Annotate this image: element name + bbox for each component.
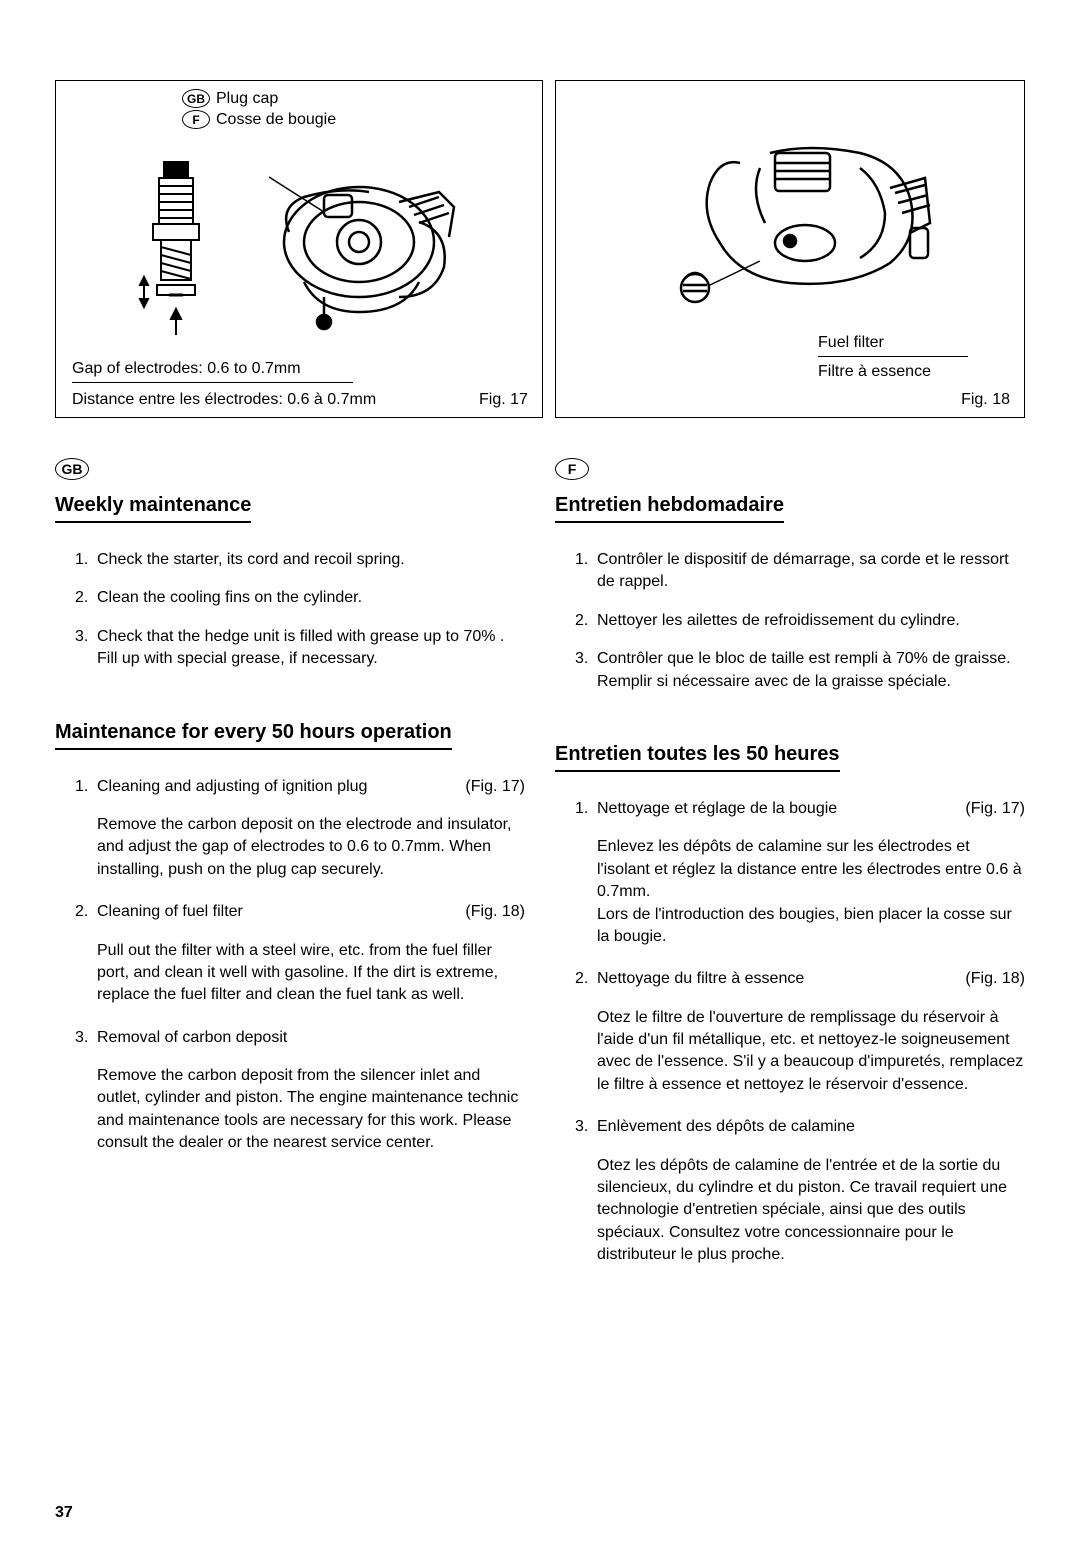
fr-fifty-title: Entretien toutes les 50 heures — [555, 743, 840, 772]
figure-17-box: GB Plug cap F Cosse de bougie — [55, 80, 543, 418]
gb-fifty-title: Maintenance for every 50 hours operation — [55, 721, 452, 750]
gb-weekly-2: Clean the cooling fins on the cylinder. — [97, 587, 525, 609]
fr-weekly-2: Nettoyer les ailettes de refroidissement… — [597, 610, 1025, 632]
lang-f-oval: F — [182, 110, 210, 129]
fr-weekly-title: Entretien hebdomadaire — [555, 494, 784, 523]
plug-cap-f-label: Cosse de bougie — [216, 111, 336, 129]
plug-cap-labels: GB Plug cap F Cosse de bougie — [182, 89, 526, 129]
fr-50-1-ref: (Fig. 17) — [965, 798, 1025, 820]
fr-50-3-body: Otez les dépôts de calamine de l'entrée … — [597, 1155, 1025, 1267]
gb-marker: GB — [55, 458, 89, 480]
figures-row: GB Plug cap F Cosse de bougie — [55, 80, 1025, 418]
fr-50-2-head: Nettoyage du filtre à essence — [597, 970, 804, 987]
fig18-number: Fig. 18 — [961, 391, 1010, 409]
lang-gb-oval: GB — [182, 89, 210, 108]
fr-50-1-head: Nettoyage et réglage de la bougie — [597, 800, 837, 817]
gap-f-text: Distance entre les électrodes: 0.6 à 0.7… — [72, 387, 526, 409]
gb-50-1-body: Remove the carbon deposit on the electro… — [97, 814, 525, 881]
fuel-filter-gb: Fuel filter — [818, 334, 968, 352]
gb-50-3-body: Remove the carbon deposit from the silen… — [97, 1065, 525, 1155]
gap-gb-text: Gap of electrodes: 0.6 to 0.7mm — [72, 356, 526, 378]
gb-50-3-head: Removal of carbon deposit — [97, 1029, 287, 1046]
gb-weekly-title: Weekly maintenance — [55, 494, 251, 523]
fr-50-3-head: Enlèvement des dépôts de calamine — [597, 1118, 855, 1135]
f-marker: F — [555, 458, 589, 480]
fr-50-2-ref: (Fig. 18) — [965, 968, 1025, 990]
figure-18-image — [572, 113, 1008, 318]
fr-50-1-body: Enlevez les dépôts de calamine sur les é… — [597, 836, 1025, 948]
plug-cap-gb-label: Plug cap — [216, 90, 278, 108]
gb-weekly-3: Check that the hedge unit is filled with… — [97, 626, 525, 671]
content-columns: GB Weekly maintenance 1.Check the starte… — [55, 458, 1025, 1317]
gb-50-2-head: Cleaning of fuel filter — [97, 903, 243, 920]
fr-column: F Entretien hebdomadaire 1.Contrôler le … — [555, 458, 1025, 1317]
gb-50-1-ref: (Fig. 17) — [465, 776, 525, 798]
gb-column: GB Weekly maintenance 1.Check the starte… — [55, 458, 525, 1317]
fr-50-2-body: Otez le filtre de l'ouverture de remplis… — [597, 1007, 1025, 1097]
gb-50-2-body: Pull out the filter with a steel wire, e… — [97, 940, 525, 1007]
fig17-number: Fig. 17 — [479, 391, 528, 409]
gb-50-2-ref: (Fig. 18) — [465, 901, 525, 923]
figure-17-image — [72, 137, 526, 342]
fuel-filter-f: Filtre à essence — [818, 363, 968, 381]
page-number: 37 — [55, 1504, 73, 1522]
fr-weekly-1: Contrôler le dispositif de démarrage, sa… — [597, 549, 1025, 594]
figure-18-box: Fuel filter Filtre à essence Fig. 18 — [555, 80, 1025, 418]
gb-50-1-head: Cleaning and adjusting of ignition plug — [97, 778, 367, 795]
fr-weekly-3: Contrôler que le bloc de taille est remp… — [597, 648, 1025, 693]
gb-weekly-1: Check the starter, its cord and recoil s… — [97, 549, 525, 571]
